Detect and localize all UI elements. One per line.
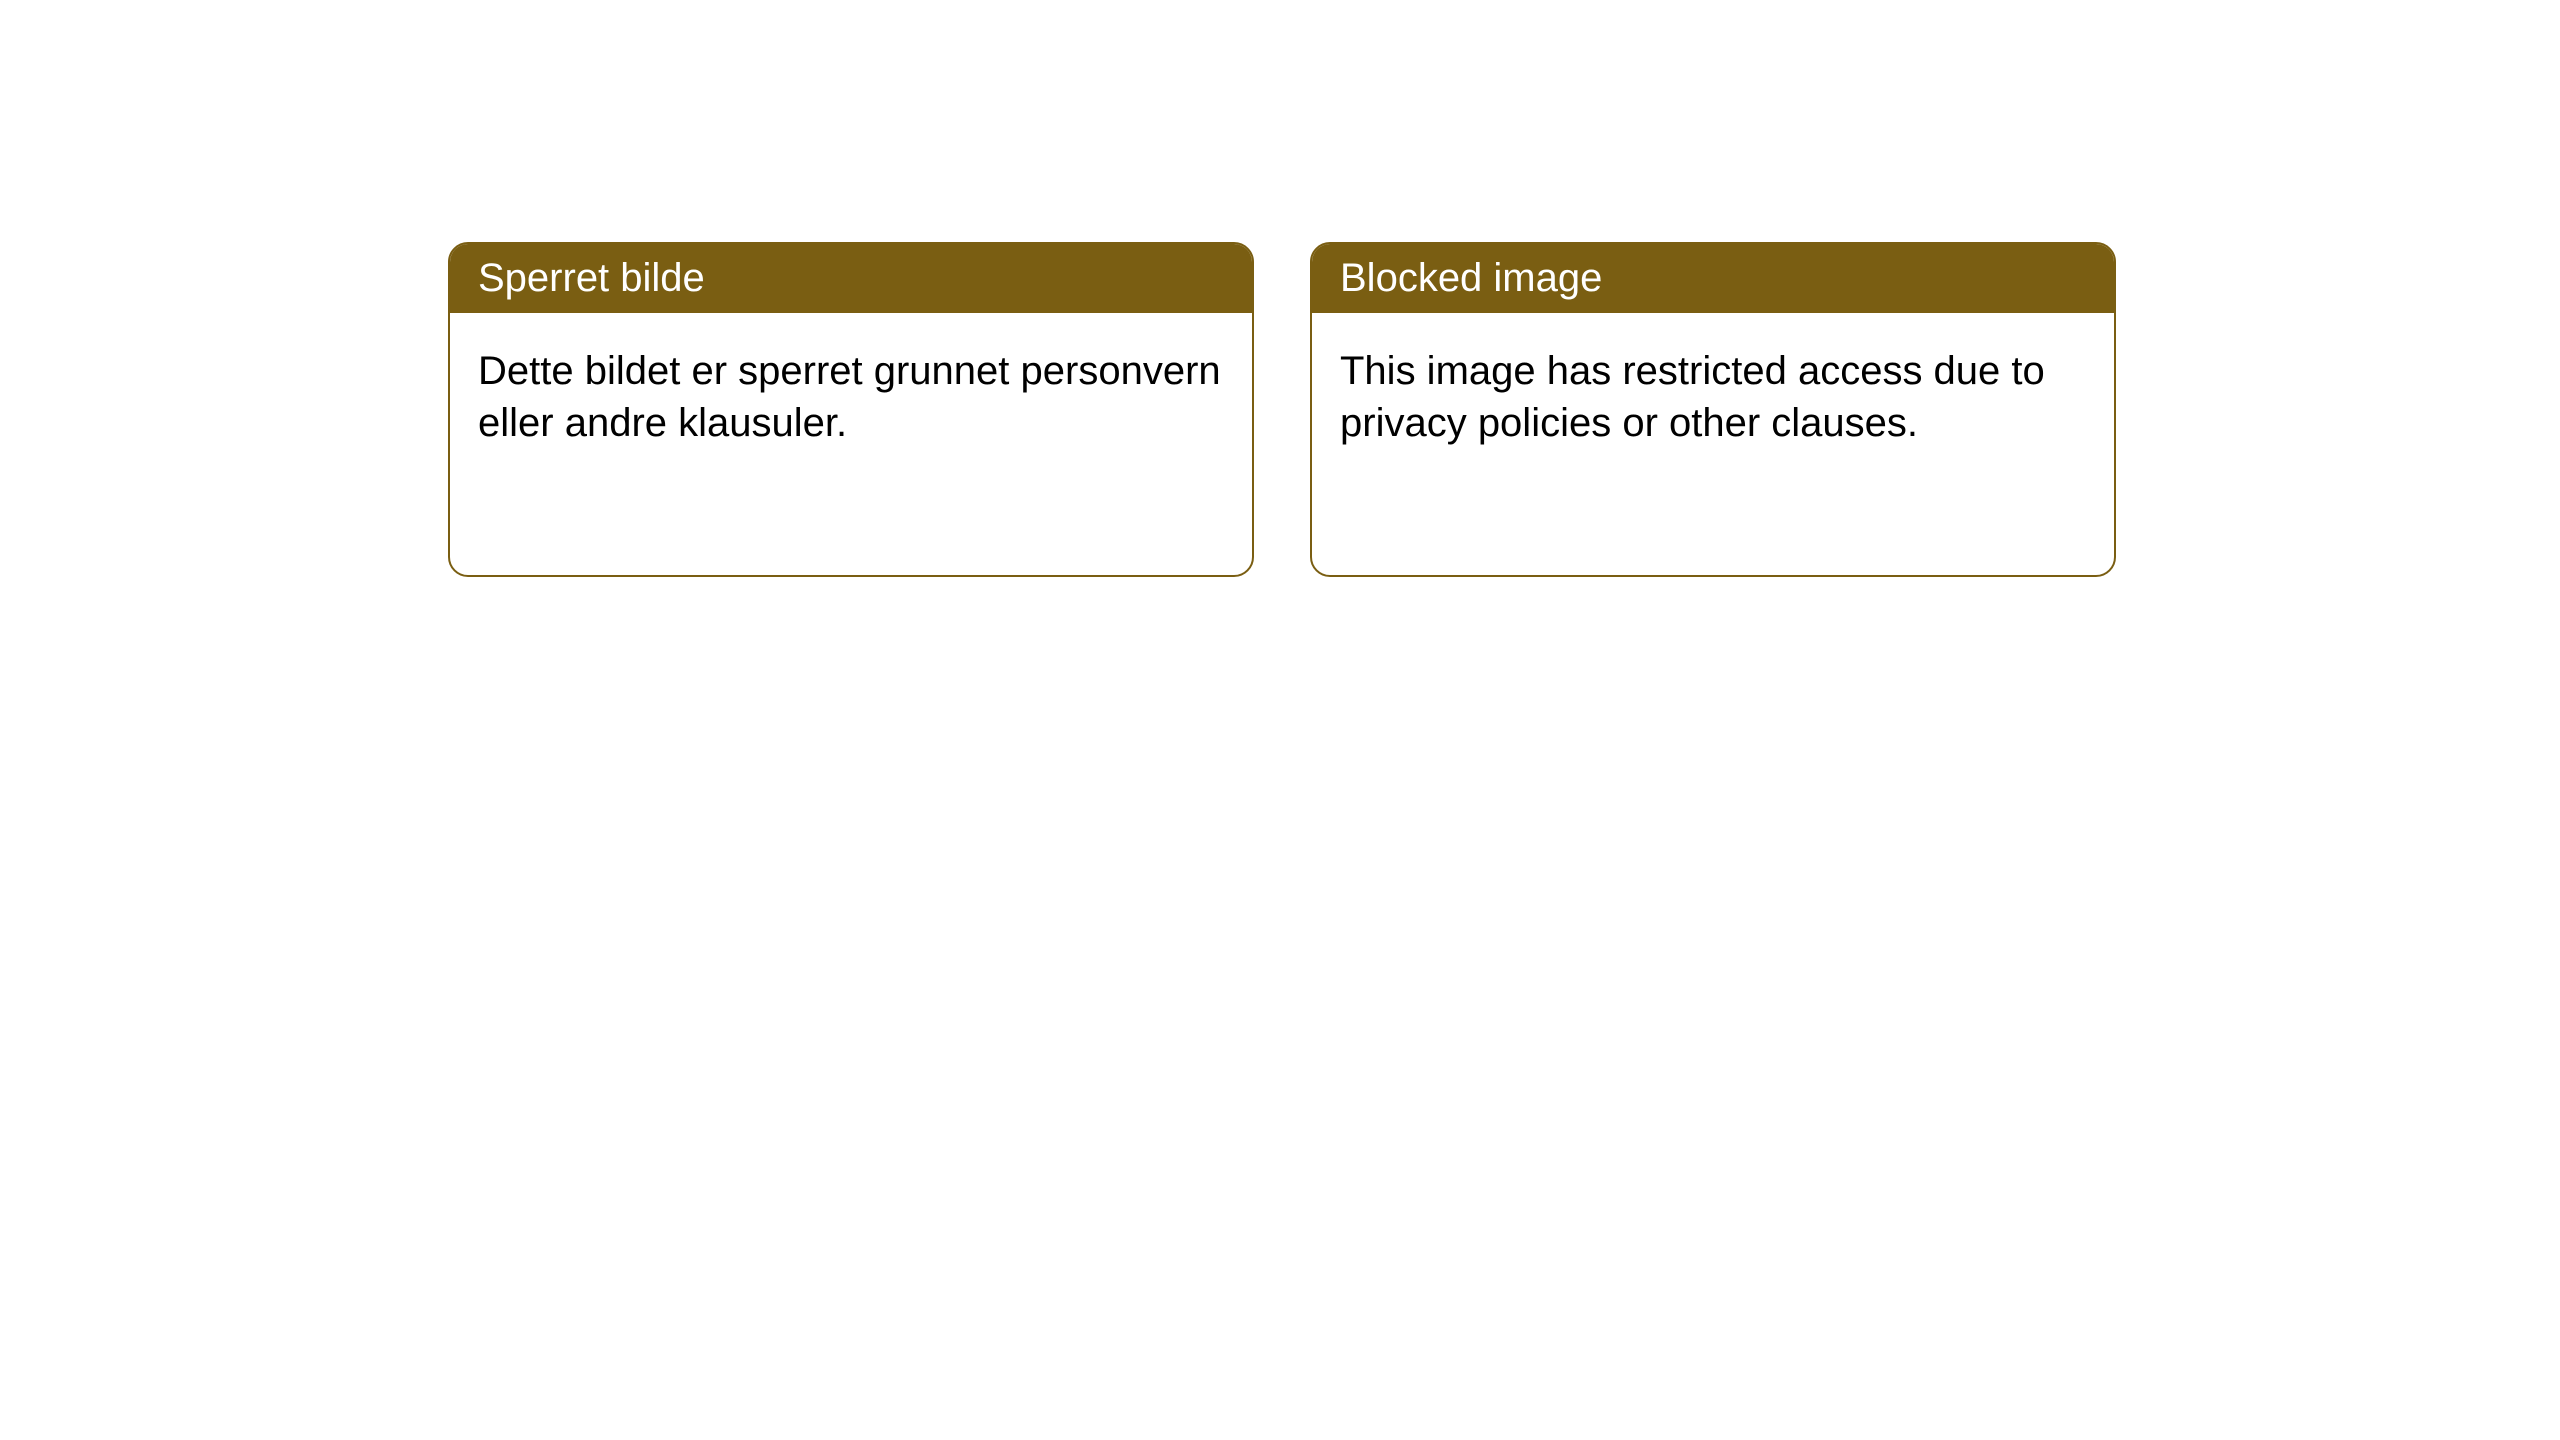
notice-title: Sperret bilde (478, 256, 705, 300)
notice-card-norwegian: Sperret bilde Dette bildet er sperret gr… (448, 242, 1254, 577)
notice-card-english: Blocked image This image has restricted … (1310, 242, 2116, 577)
notice-title: Blocked image (1340, 256, 1602, 300)
notice-body-text: Dette bildet er sperret grunnet personve… (478, 349, 1221, 445)
notice-body-text: This image has restricted access due to … (1340, 349, 2045, 445)
notice-body: This image has restricted access due to … (1312, 313, 2114, 481)
notice-header: Blocked image (1312, 244, 2114, 313)
notice-body: Dette bildet er sperret grunnet personve… (450, 313, 1252, 481)
notice-container: Sperret bilde Dette bildet er sperret gr… (448, 242, 2116, 577)
notice-header: Sperret bilde (450, 244, 1252, 313)
